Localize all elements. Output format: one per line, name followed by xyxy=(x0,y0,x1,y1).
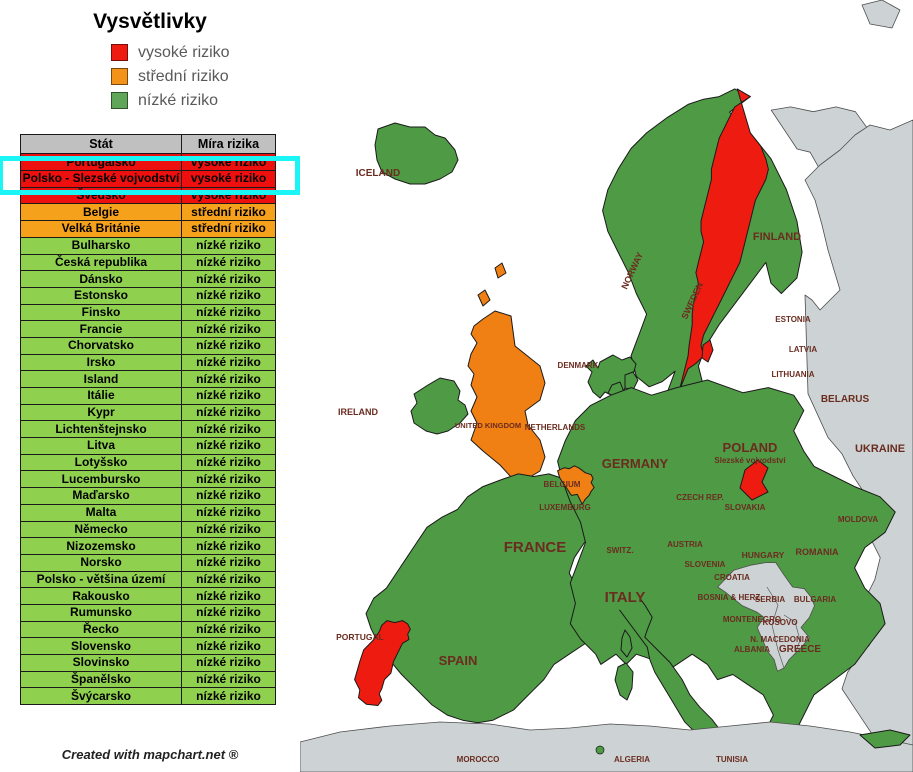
svg-text:SLOVENIA: SLOVENIA xyxy=(685,560,726,569)
svg-text:BELARUS: BELARUS xyxy=(821,394,870,405)
svg-text:LUXEMBURG: LUXEMBURG xyxy=(539,503,591,512)
svg-text:FINLAND: FINLAND xyxy=(753,231,801,243)
svg-text:Slezské vojvodství: Slezské vojvodství xyxy=(714,456,786,465)
svg-text:SPAIN: SPAIN xyxy=(439,653,478,668)
svg-text:IRELAND: IRELAND xyxy=(338,407,378,417)
svg-text:POLAND: POLAND xyxy=(723,440,778,455)
svg-text:ALGERIA: ALGERIA xyxy=(614,755,650,764)
svg-text:KOSOVO: KOSOVO xyxy=(762,618,797,627)
svg-text:LATVIA: LATVIA xyxy=(789,345,818,354)
svg-text:N. MACEDONIA: N. MACEDONIA xyxy=(750,635,810,644)
svg-text:ICELAND: ICELAND xyxy=(356,168,400,179)
svg-text:ROMANIA: ROMANIA xyxy=(796,547,839,557)
svg-text:LITHUANIA: LITHUANIA xyxy=(771,370,814,379)
svg-text:MOROCCO: MOROCCO xyxy=(457,755,500,764)
svg-text:CZECH REP.: CZECH REP. xyxy=(676,493,723,502)
svg-text:TUNISIA: TUNISIA xyxy=(716,755,748,764)
svg-text:MOLDOVA: MOLDOVA xyxy=(838,515,879,524)
svg-text:UKRAINE: UKRAINE xyxy=(855,443,905,455)
svg-text:GREECE: GREECE xyxy=(779,644,822,655)
svg-text:SWITZ.: SWITZ. xyxy=(606,546,633,555)
svg-text:ALBANIA: ALBANIA xyxy=(734,645,770,654)
svg-text:SERBIA: SERBIA xyxy=(755,595,785,604)
svg-text:AUSTRIA: AUSTRIA xyxy=(667,540,703,549)
svg-text:UNITED KINGDOM: UNITED KINGDOM xyxy=(455,421,521,430)
svg-text:ESTONIA: ESTONIA xyxy=(775,315,811,324)
svg-text:HUNGARY: HUNGARY xyxy=(742,550,785,560)
svg-text:SLOVAKIA: SLOVAKIA xyxy=(725,503,766,512)
svg-text:GERMANY: GERMANY xyxy=(602,456,669,471)
svg-text:FRANCE: FRANCE xyxy=(504,539,567,556)
svg-text:BOSNIA & HERZ.: BOSNIA & HERZ. xyxy=(697,593,762,602)
svg-text:ITALY: ITALY xyxy=(605,589,646,606)
svg-text:BELGIUM: BELGIUM xyxy=(544,480,581,489)
svg-text:CROATIA: CROATIA xyxy=(714,573,750,582)
svg-text:DENMARK: DENMARK xyxy=(558,361,599,370)
svg-text:NETHERLANDS: NETHERLANDS xyxy=(525,423,586,432)
svg-text:PORTUGAL: PORTUGAL xyxy=(336,632,384,642)
svg-text:BULGARIA: BULGARIA xyxy=(794,595,836,604)
